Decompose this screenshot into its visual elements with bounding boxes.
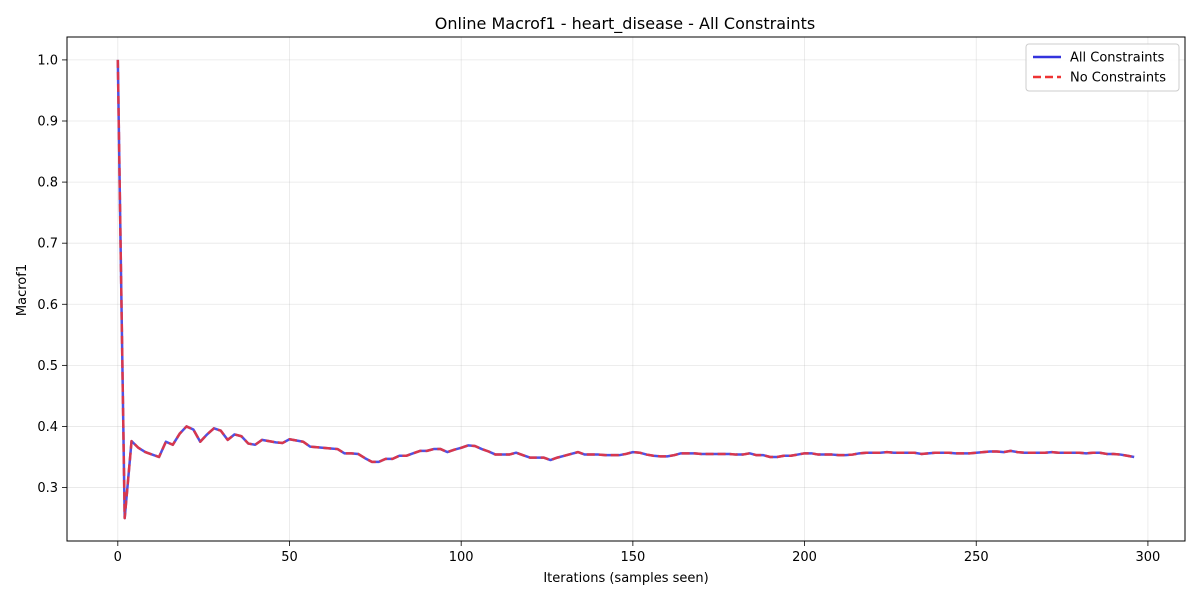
legend-label-no-constraints: No Constraints [1070, 71, 1166, 86]
x-tick-label: 0 [114, 550, 122, 565]
x-tick-label: 200 [792, 550, 817, 565]
grid [67, 37, 1185, 541]
y-tick-label: 0.3 [37, 481, 58, 496]
x-tick-label: 300 [1136, 550, 1161, 565]
y-axis-label: Macrof1 [15, 264, 30, 316]
y-tick-label: 0.8 [37, 176, 58, 191]
y-tick-label: 1.0 [37, 53, 58, 68]
legend-box [1025, 43, 1180, 92]
legend: All Constraints No Constraints [1025, 43, 1180, 92]
y-tick-label: 0.9 [37, 115, 58, 130]
chart-title: Online Macrof1 - heart_disease - All Con… [435, 14, 815, 34]
y-tick-label: 0.5 [37, 359, 58, 374]
axis-ticks: 0 50 100 150 200 250 300 0.3 0.4 0.5 0.6 0.7 0.8 0.9 1… [37, 53, 1160, 565]
y-tick-label: 0.7 [37, 237, 58, 252]
x-tick-label: 100 [449, 550, 474, 565]
x-tick-label: 250 [964, 550, 989, 565]
y-tick-label: 0.4 [37, 420, 58, 435]
series-lines [116, 59, 1135, 520]
series-line-no-constraints [116, 59, 1135, 520]
y-tick-label: 0.6 [37, 298, 58, 313]
legend-label-all-constraints: All Constraints [1070, 51, 1165, 66]
plot-frame [66, 36, 1186, 542]
x-tick-label: 50 [281, 550, 298, 565]
x-axis-label: Iterations (samples seen) [543, 571, 708, 586]
x-tick-label: 150 [620, 550, 645, 565]
